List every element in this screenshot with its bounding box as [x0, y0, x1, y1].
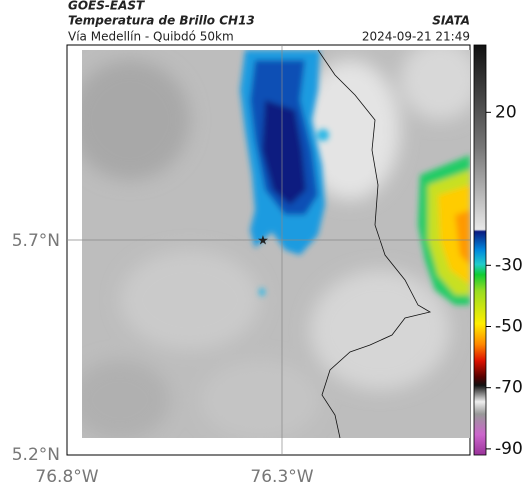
coastline [317, 49, 432, 439]
colorbar-tick-label: -30 [495, 255, 523, 275]
route: Vía Medellín - Quibdó 50km [68, 30, 234, 44]
colorbar-tick-label: -70 [495, 378, 523, 398]
colorbar-tick-label: -50 [495, 316, 523, 336]
colorbar-tick-label: -90 [495, 439, 523, 459]
product: Temperatura de Brillo CH13 [68, 14, 255, 28]
lat-label: 5.7°N [12, 231, 60, 251]
org: SIATA [432, 14, 470, 28]
lat-label: 5.2°N [12, 445, 60, 465]
satellite-image [82, 50, 470, 438]
station-marker: ★ [257, 234, 269, 249]
lon-label: 76.8°W [35, 467, 98, 487]
colorbar [473, 44, 487, 456]
timestamp: 2024-09-21 21:49 [362, 30, 470, 44]
source: GOES-EAST [68, 0, 145, 13]
lon-label: 76.3°W [250, 467, 313, 487]
colorbar-tick-label: 20 [495, 102, 517, 122]
